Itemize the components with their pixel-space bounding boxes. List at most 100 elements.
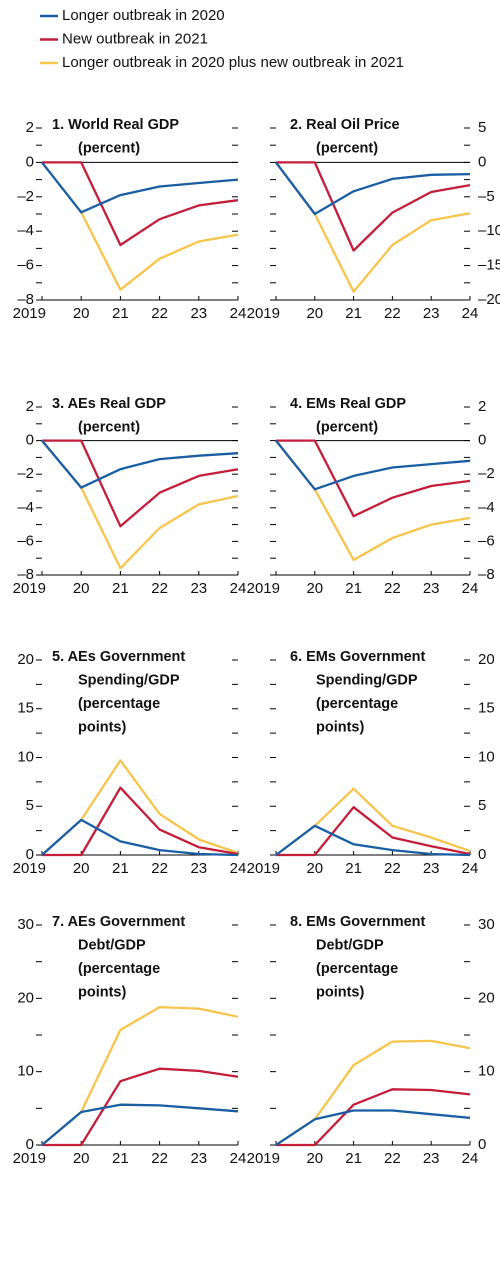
y-tick-label: 0 [478,846,486,863]
series-line [42,439,239,528]
x-tick-label: 2019 [13,860,46,877]
legend-label: New outbreak in 2021 [62,30,208,47]
y-tick-label: 10 [17,748,34,765]
x-tick-label: 2019 [13,1150,46,1167]
x-tick-label: 21 [112,1150,129,1167]
panel-title: (percentage [316,961,398,977]
panel-title: points) [78,719,126,735]
x-tick-label: 23 [423,580,440,597]
x-tick-label: 20 [306,305,323,322]
x-tick-label: 22 [384,1150,401,1167]
y-tick-label: 10 [17,1063,34,1080]
y-tick-label: 0 [26,153,34,170]
panel-title: points) [78,984,126,1000]
x-tick-label: 20 [73,860,90,877]
y-tick-label: 0 [478,153,486,170]
x-tick-label: 23 [190,1150,207,1167]
panel-title: 2. Real Oil Price [290,117,400,133]
x-tick-label: 23 [190,860,207,877]
y-tick-label: –15 [478,257,500,274]
y-tick-label: 30 [17,916,34,933]
x-tick-label: 20 [306,860,323,877]
panel-title: 8. EMs Government [290,914,426,930]
panel-title: (percent) [78,419,140,435]
x-tick-label: 24 [462,305,479,322]
panel-title: 3. AEs Real GDP [52,396,166,412]
y-tick-label: 5 [478,119,486,136]
series-line [276,1088,471,1147]
y-tick-label: –8 [17,566,34,583]
x-tick-label: 23 [190,305,207,322]
y-tick-label: –4 [17,222,34,239]
x-tick-label: 20 [306,1150,323,1167]
panel-title: (percentage [316,696,398,712]
x-tick-label: 23 [423,305,440,322]
y-tick-label: –6 [478,532,495,549]
panel-title: Debt/GDP [316,937,384,953]
panel-title: (percent) [316,140,378,156]
series-line [42,1067,239,1147]
y-tick-label: 20 [478,651,495,668]
x-tick-label: 22 [384,580,401,597]
panel-title: (percent) [78,140,140,156]
y-tick-label: –20 [478,291,500,308]
series-line [41,161,239,214]
panel-title: (percentage [78,961,160,977]
series-line [275,1039,471,1146]
y-tick-label: –8 [478,566,495,583]
x-tick-label: 21 [345,860,362,877]
y-tick-label: –2 [478,465,495,482]
panel-title: (percent) [316,419,378,435]
panel-title: points) [316,984,364,1000]
x-tick-label: 20 [73,1150,90,1167]
panel-title: 6. EMs Government [290,649,426,665]
x-tick-label: 22 [384,305,401,322]
x-tick-label: 21 [345,580,362,597]
series-line [41,439,239,570]
panel-title: (percentage [78,696,160,712]
panel-title: Debt/GDP [78,937,146,953]
y-tick-label: 15 [17,700,34,717]
y-tick-label: 10 [478,748,495,765]
panel-title: 5. AEs Government [52,649,185,665]
series-line [275,161,471,216]
y-tick-label: –4 [17,499,34,516]
panel-title: 1. World Real GDP [52,117,179,133]
y-tick-label: 10 [478,1063,495,1080]
x-tick-label: 20 [73,580,90,597]
panel-title: 7. AEs Government [52,914,185,930]
y-tick-label: 2 [26,119,34,136]
x-tick-label: 22 [151,1150,168,1167]
y-tick-label: 0 [26,432,34,449]
series-line [275,439,471,491]
y-tick-label: –10 [478,222,500,239]
series-line [42,161,239,247]
series-line [275,439,471,562]
series-line [275,824,471,857]
y-tick-label: –2 [17,465,34,482]
x-tick-label: 2019 [247,580,280,597]
x-tick-label: 24 [230,1150,247,1167]
x-tick-label: 24 [462,860,479,877]
y-tick-label: 15 [478,700,495,717]
series-line [275,161,471,293]
legend-label: Longer outbreak in 2020 [62,7,225,24]
x-tick-label: 20 [306,580,323,597]
x-tick-label: 21 [112,580,129,597]
series-line [41,439,239,489]
x-tick-label: 24 [230,580,247,597]
x-tick-label: 22 [384,860,401,877]
x-tick-label: 20 [73,305,90,322]
x-tick-label: 21 [112,860,129,877]
legend-label: Longer outbreak in 2020 plus new outbrea… [62,54,404,71]
series-line [276,806,471,857]
y-tick-label: 20 [478,989,495,1006]
y-tick-label: –6 [17,257,34,274]
panel-title: Spending/GDP [78,672,180,688]
series-line [276,439,471,518]
x-tick-label: 23 [423,1150,440,1167]
series-line [41,818,239,857]
x-tick-label: 2019 [13,580,46,597]
x-tick-label: 21 [345,305,362,322]
